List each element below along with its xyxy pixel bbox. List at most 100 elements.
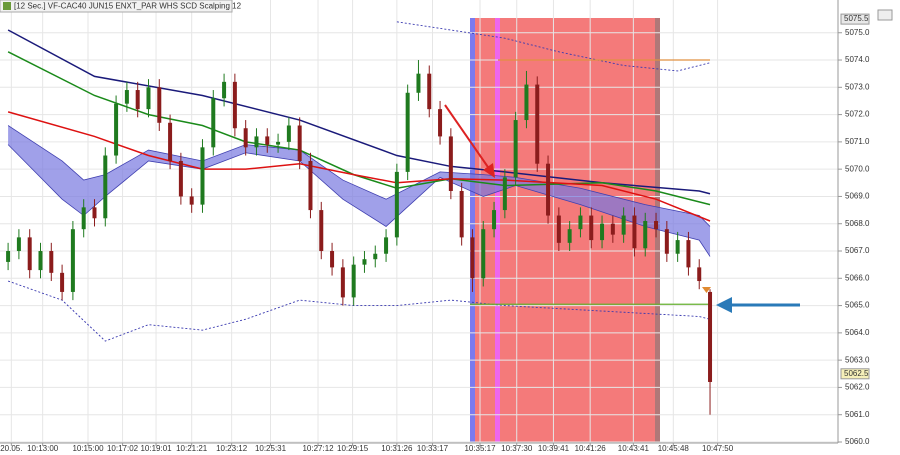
x-tick-label: 10:39:41 [538, 444, 570, 453]
candle-body [276, 141, 281, 145]
candle-body [49, 251, 54, 273]
x-tick-label: 10:19:01 [140, 444, 172, 453]
candle-body [286, 125, 291, 142]
candle-body [81, 207, 86, 230]
candle-body [589, 215, 594, 241]
candle-body [427, 73, 432, 110]
candle-body [146, 87, 151, 110]
candle-body [340, 267, 345, 298]
red-arrow [444, 104, 491, 171]
x-tick-label: 10:33:17 [417, 444, 449, 453]
candle-body [265, 136, 270, 145]
candle-body [654, 221, 659, 230]
candle-body [178, 160, 183, 197]
entry-stripe [495, 18, 500, 443]
candle-body [157, 87, 162, 123]
candle-body [232, 81, 237, 129]
candle-body [92, 207, 97, 219]
candle-body [567, 229, 572, 243]
price-label-box [840, 368, 870, 380]
candle-body [243, 128, 248, 148]
title-tab [0, 0, 233, 13]
y-tick-label: 5074.0 [845, 55, 870, 64]
x-tick-label: 10:35:17 [464, 444, 496, 453]
candle-body [124, 90, 129, 104]
y-tick-label: 5068.0 [845, 219, 870, 228]
candle-body [578, 215, 583, 230]
x-tick-label: 10:45:48 [658, 444, 690, 453]
candle-body [632, 215, 637, 249]
candle-body [254, 136, 259, 148]
candle-body [416, 73, 421, 93]
plot-layer [6, 21, 713, 415]
band-edge [7, 144, 711, 257]
candle-body [60, 272, 65, 292]
candle-body [438, 109, 443, 137]
candle-body [103, 155, 108, 219]
candle-body [308, 160, 313, 211]
x-tick-label: 10:23:12 [216, 444, 248, 453]
candle-body [405, 92, 410, 172]
candle-body [373, 253, 378, 260]
candle-body [70, 229, 75, 292]
x-tick-label: 10:31:26 [381, 444, 413, 453]
candle-body [621, 215, 626, 235]
x-tick-label: 10:43:41 [618, 444, 650, 453]
candle-body [664, 229, 669, 254]
candle-body [168, 122, 173, 161]
candle-body [16, 237, 21, 252]
candle-body [297, 125, 302, 161]
candle-body [524, 84, 529, 121]
candle-body [200, 147, 205, 205]
candle-body [643, 221, 648, 249]
y-tick-label: 5060.0 [845, 437, 870, 446]
x-tick-label: 10:17:02 [107, 444, 139, 453]
y-tick-label: 5062.0 [845, 383, 870, 392]
candle-body [513, 120, 518, 178]
envelope-line [396, 21, 711, 72]
order-marker [702, 287, 711, 293]
candle-body [319, 210, 324, 252]
band-fill [8, 125, 711, 257]
panel-button[interactable] [877, 9, 893, 21]
y-tick-label: 5063.0 [845, 355, 870, 364]
candle-body [351, 264, 356, 298]
candle-body [708, 291, 713, 382]
candle-body [502, 177, 507, 211]
band-edge [7, 125, 711, 227]
price-label: 5062.5 [844, 369, 869, 378]
candle-body [546, 163, 551, 216]
candle-body [600, 223, 605, 241]
y-tick-label: 5067.0 [845, 246, 870, 255]
candle-body [362, 259, 367, 265]
candle-body [535, 84, 540, 164]
y-tick-label: 5069.0 [845, 192, 870, 201]
x-tick-label: 10:47:50 [702, 444, 734, 453]
y-tick-label: 5075.0 [845, 28, 870, 37]
x-tick-label: 10:25:31 [255, 444, 287, 453]
y-tick-label: 5065.0 [845, 301, 870, 310]
overlay-layer [444, 104, 800, 313]
candle-body [481, 229, 486, 279]
candle-body [675, 240, 680, 254]
candle-body [492, 210, 497, 230]
x-tick-label: 10:37:30 [501, 444, 533, 453]
y-tick-label: 5064.0 [845, 328, 870, 337]
chart-title: [12 Sec.] VF-CAC40 JUN15 ENXT_PAR WHS SC… [14, 2, 242, 11]
x-tick-label: 10:13:00 [27, 444, 59, 453]
moving-average [7, 111, 711, 222]
y-tick-label: 5066.0 [845, 273, 870, 282]
grid-layer [0, 0, 838, 443]
candle-body [556, 215, 561, 243]
candle-body [135, 90, 140, 110]
y-tick-label: 5061.0 [845, 410, 870, 419]
y-tick-label: 5070.0 [845, 164, 870, 173]
x-tick-label: 10:27:12 [302, 444, 334, 453]
candle-body [330, 251, 335, 268]
candle-body [697, 267, 702, 282]
candle-body [114, 103, 119, 156]
candle-body [38, 251, 43, 271]
axis-layer: 5060.0 5061.0 5062.0 5063.0 5064.0 5065.0 5066… [0, 13, 870, 453]
y-tick-label: 5072.0 [845, 110, 870, 119]
candle-body [470, 237, 475, 279]
